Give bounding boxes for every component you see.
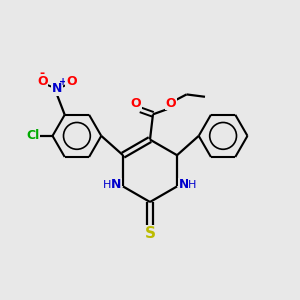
Text: H: H: [188, 180, 197, 190]
Text: O: O: [166, 97, 176, 110]
Text: Cl: Cl: [27, 129, 40, 142]
Text: O: O: [37, 75, 48, 88]
Text: N: N: [52, 82, 62, 95]
Text: N: N: [178, 178, 189, 191]
Text: H: H: [103, 180, 112, 190]
Text: O: O: [66, 75, 76, 88]
Text: +: +: [58, 77, 67, 87]
Text: S: S: [145, 226, 155, 241]
Text: O: O: [131, 97, 141, 110]
Text: -: -: [40, 67, 45, 80]
Text: N: N: [111, 178, 122, 191]
